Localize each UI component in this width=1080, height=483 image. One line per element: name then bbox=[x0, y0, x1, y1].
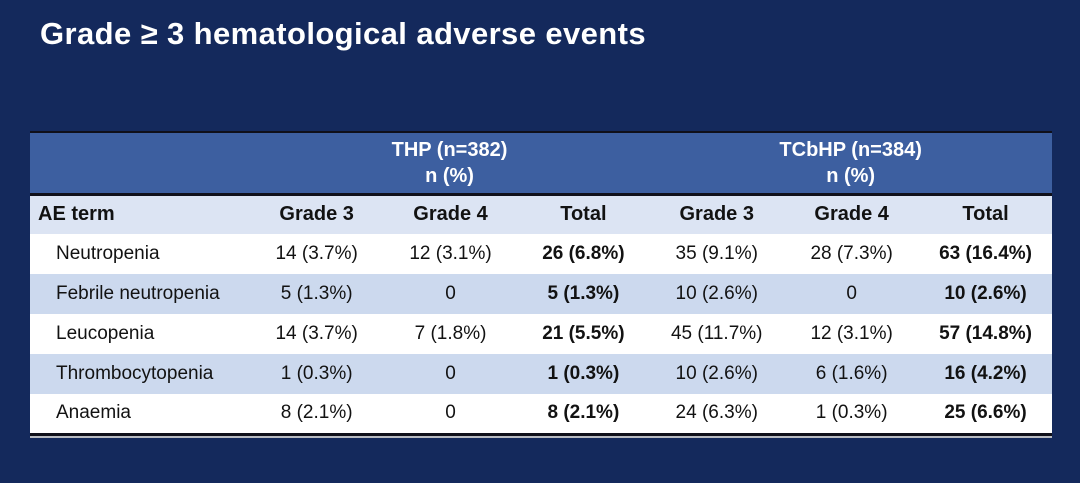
group-header-thp: THP (n=382) n (%) bbox=[249, 132, 650, 196]
value-cell: 10 (2.6%) bbox=[649, 274, 785, 314]
group-corner-cell bbox=[30, 132, 250, 196]
table-row: Neutropenia 14 (3.7%) 12 (3.1%) 26 (6.8%) 35… bbox=[30, 234, 1052, 274]
value-cell: 28 (7.3%) bbox=[784, 234, 920, 274]
ae-term-cell: Thrombocytopenia bbox=[30, 354, 250, 394]
group-sublabel-thp: n (%) bbox=[425, 164, 474, 187]
value-cell: 0 bbox=[383, 274, 518, 314]
col-header-tcbhp-grade3: Grade 3 bbox=[649, 194, 785, 234]
value-cell: 1 (0.3%) bbox=[249, 354, 384, 394]
value-cell: 12 (3.1%) bbox=[383, 234, 518, 274]
value-cell: 7 (1.8%) bbox=[383, 314, 518, 354]
total-cell: 25 (6.6%) bbox=[919, 394, 1052, 434]
group-label-thp: THP (n=382) bbox=[391, 138, 508, 161]
page-title: Grade ≥ 3 hematological adverse events bbox=[40, 16, 646, 51]
value-cell: 14 (3.7%) bbox=[249, 234, 384, 274]
total-cell: 8 (2.1%) bbox=[517, 394, 650, 434]
value-cell: 0 bbox=[784, 274, 920, 314]
table-row: Thrombocytopenia 1 (0.3%) 0 1 (0.3%) 10 (2.6… bbox=[30, 354, 1052, 394]
value-cell: 5 (1.3%) bbox=[249, 274, 384, 314]
total-cell: 63 (16.4%) bbox=[919, 234, 1052, 274]
total-cell: 21 (5.5%) bbox=[517, 314, 650, 354]
value-cell: 45 (11.7%) bbox=[649, 314, 785, 354]
group-header-row: THP (n=382) n (%) TCbHP (n=384) n (%) bbox=[30, 132, 1052, 196]
group-label-tcbhp: TCbHP (n=384) bbox=[779, 138, 922, 161]
table-row: Leucopenia 14 (3.7%) 7 (1.8%) 21 (5.5%) 45 (… bbox=[30, 314, 1052, 354]
table-body: Neutropenia 14 (3.7%) 12 (3.1%) 26 (6.8%) 35… bbox=[30, 234, 1052, 434]
value-cell: 35 (9.1%) bbox=[649, 234, 785, 274]
col-header-tcbhp-total: Total bbox=[919, 194, 1052, 234]
ae-term-cell: Leucopenia bbox=[30, 314, 250, 354]
total-cell: 5 (1.3%) bbox=[517, 274, 650, 314]
value-cell: 24 (6.3%) bbox=[649, 394, 785, 434]
col-header-thp-grade4: Grade 4 bbox=[383, 194, 518, 234]
column-header-row: AE term Grade 3 Grade 4 Total Grade 3 Gr… bbox=[30, 194, 1052, 234]
value-cell: 10 (2.6%) bbox=[649, 354, 785, 394]
total-cell: 1 (0.3%) bbox=[517, 354, 650, 394]
value-cell: 8 (2.1%) bbox=[249, 394, 384, 434]
table-row: Anaemia 8 (2.1%) 0 8 (2.1%) 24 (6.3%) 1 (0.3%… bbox=[30, 394, 1052, 434]
value-cell: 6 (1.6%) bbox=[784, 354, 920, 394]
col-header-thp-grade3: Grade 3 bbox=[249, 194, 384, 234]
col-header-ae-term: AE term bbox=[30, 194, 250, 234]
table-row: Febrile neutropenia 5 (1.3%) 0 5 (1.3%) 10 (… bbox=[30, 274, 1052, 314]
group-header-tcbhp: TCbHP (n=384) n (%) bbox=[649, 132, 1052, 196]
total-cell: 10 (2.6%) bbox=[919, 274, 1052, 314]
value-cell: 0 bbox=[383, 394, 518, 434]
value-cell: 14 (3.7%) bbox=[249, 314, 384, 354]
value-cell: 12 (3.1%) bbox=[784, 314, 920, 354]
ae-term-cell: Febrile neutropenia bbox=[30, 274, 250, 314]
ae-term-cell: Anaemia bbox=[30, 394, 250, 434]
value-cell: 1 (0.3%) bbox=[784, 394, 920, 434]
group-sublabel-tcbhp: n (%) bbox=[826, 164, 876, 187]
col-header-thp-total: Total bbox=[517, 194, 650, 234]
total-cell: 16 (4.2%) bbox=[919, 354, 1052, 394]
adverse-events-table: THP (n=382) n (%) TCbHP (n=384) n (%) AE… bbox=[30, 131, 1052, 436]
value-cell: 0 bbox=[383, 354, 518, 394]
ae-term-cell: Neutropenia bbox=[30, 234, 250, 274]
total-cell: 57 (14.8%) bbox=[919, 314, 1052, 354]
col-header-tcbhp-grade4: Grade 4 bbox=[784, 194, 920, 234]
total-cell: 26 (6.8%) bbox=[517, 234, 650, 274]
